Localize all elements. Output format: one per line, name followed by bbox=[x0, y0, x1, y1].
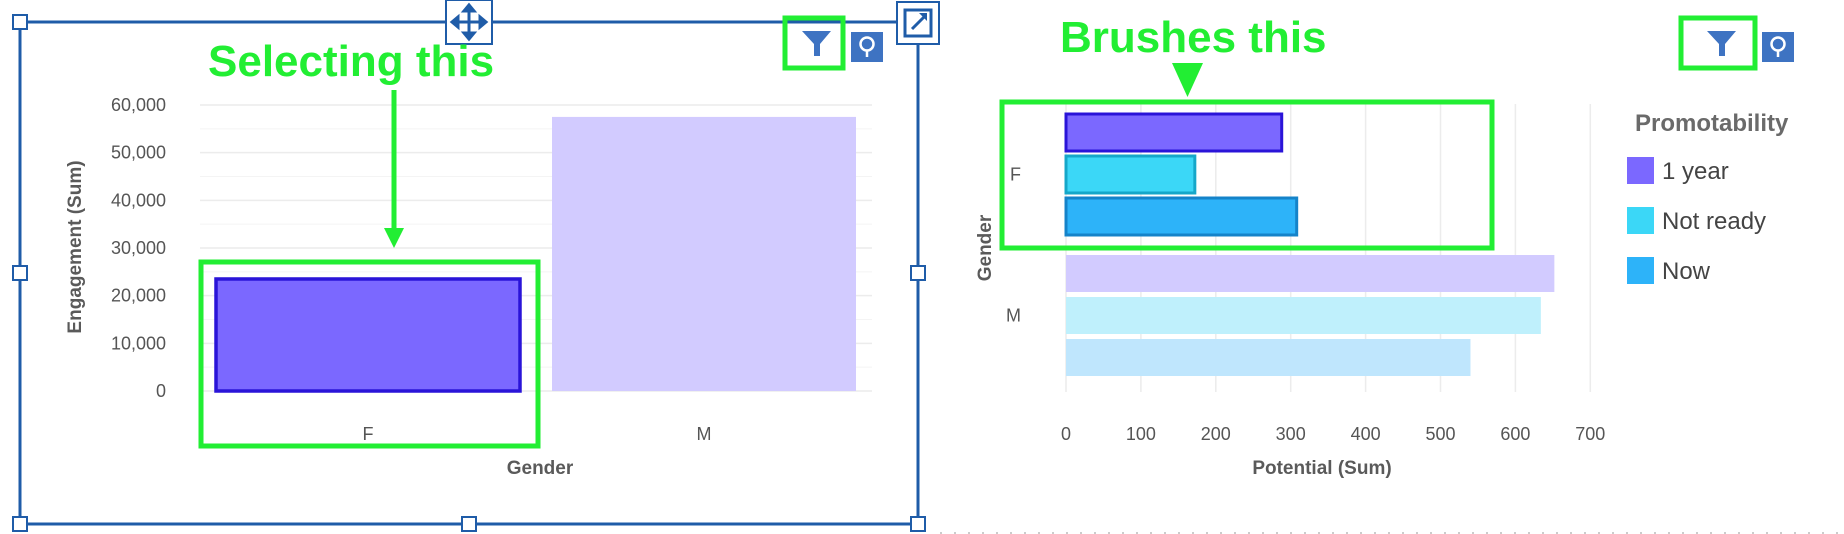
left-bar-F[interactable] bbox=[214, 277, 522, 393]
brush-annotation: Brushes this bbox=[1060, 13, 1327, 62]
legend-label[interactable]: 1 year bbox=[1662, 158, 1729, 185]
left-y-tick-label: 20,000 bbox=[111, 286, 166, 306]
filter-button[interactable] bbox=[782, 15, 846, 71]
legend-label[interactable]: Not ready bbox=[1662, 208, 1766, 235]
legend-title: Promotability bbox=[1635, 110, 1789, 137]
expand-icon bbox=[903, 8, 933, 38]
insights-button[interactable] bbox=[851, 32, 883, 62]
select-highlight-box bbox=[198, 259, 541, 449]
resize-handle-top-left[interactable] bbox=[12, 14, 28, 30]
right-bars bbox=[1064, 112, 1555, 376]
right-x-tick-label: 600 bbox=[1500, 424, 1530, 444]
right-bar-M-0[interactable] bbox=[1066, 255, 1555, 292]
right-x-tick-label: 400 bbox=[1351, 424, 1381, 444]
lightbulb-icon bbox=[1770, 36, 1786, 57]
right-x-tick-label: 200 bbox=[1201, 424, 1231, 444]
right-y-axis-title: Gender bbox=[975, 214, 996, 281]
left-y-tick-label: 30,000 bbox=[111, 238, 166, 258]
left-bar-M[interactable] bbox=[552, 116, 856, 392]
right-x-tick-label: 700 bbox=[1575, 424, 1605, 444]
right-y-tick-label: F bbox=[1010, 165, 1021, 185]
lightbulb-icon bbox=[859, 36, 875, 57]
legend-swatch bbox=[1627, 157, 1654, 184]
brush-annotation-arrow bbox=[1172, 63, 1203, 97]
right-bar-F-1[interactable] bbox=[1064, 154, 1197, 195]
left-y-tick-label: 0 bbox=[156, 381, 166, 401]
right-bar-M-2[interactable] bbox=[1066, 339, 1471, 376]
legend-swatch bbox=[1627, 257, 1654, 284]
right-x-axis-title: Potential (Sum) bbox=[1252, 458, 1391, 479]
right-filter-button[interactable] bbox=[1678, 15, 1758, 71]
legend-label[interactable]: Now bbox=[1662, 258, 1711, 285]
right-bar-F-2[interactable] bbox=[1064, 196, 1299, 237]
left-x-tick-label: F bbox=[363, 424, 374, 444]
right-x-axis: 0 100 200 300 400 500 600 700 bbox=[1061, 424, 1605, 444]
left-y-tick-label: 50,000 bbox=[111, 143, 166, 163]
right-chart-panel[interactable]: 0 100 200 300 400 500 600 700 FM Gender Potenti… bbox=[940, 13, 1844, 534]
expand-button[interactable] bbox=[896, 1, 940, 45]
right-x-tick-label: 0 bbox=[1061, 424, 1071, 444]
move-icon bbox=[449, 2, 489, 42]
frame-handles bbox=[12, 14, 926, 532]
brush-highlight-box bbox=[999, 99, 1495, 251]
left-y-axis: 0 10,000 20,000 30,000 40,000 50,000 60,000 bbox=[111, 95, 166, 401]
legend-swatch bbox=[1627, 207, 1654, 234]
right-bar-M-1[interactable] bbox=[1066, 297, 1541, 334]
right-x-tick-label: 100 bbox=[1126, 424, 1156, 444]
left-x-tick-label: M bbox=[697, 424, 712, 444]
left-y-tick-label: 40,000 bbox=[111, 190, 166, 210]
left-y-tick-label: 10,000 bbox=[111, 333, 166, 353]
select-annotation: Selecting this bbox=[208, 37, 494, 86]
right-y-axis: FM bbox=[1006, 165, 1021, 326]
resize-handle-bottom-left[interactable] bbox=[12, 516, 28, 532]
right-y-tick-label: M bbox=[1006, 306, 1021, 326]
move-handle[interactable] bbox=[445, 0, 493, 45]
resize-handle-left[interactable] bbox=[12, 265, 28, 281]
filter-icon bbox=[1707, 31, 1736, 56]
resize-handle-bottom-right[interactable] bbox=[910, 516, 926, 532]
right-x-tick-label: 500 bbox=[1425, 424, 1455, 444]
resize-handle-right[interactable] bbox=[910, 265, 926, 281]
right-insights-button[interactable] bbox=[1762, 32, 1794, 62]
left-y-tick-label: 60,000 bbox=[111, 95, 166, 115]
resize-handle-bottom[interactable] bbox=[461, 516, 477, 532]
right-x-tick-label: 300 bbox=[1276, 424, 1306, 444]
filter-icon bbox=[802, 31, 831, 56]
legend: 1 year Not ready Now bbox=[1627, 157, 1766, 285]
right-bar-F-0[interactable] bbox=[1064, 112, 1284, 153]
left-x-axis-title: Gender bbox=[507, 458, 574, 479]
left-y-axis-title: Engagement (Sum) bbox=[65, 160, 86, 333]
left-bars bbox=[214, 116, 856, 393]
